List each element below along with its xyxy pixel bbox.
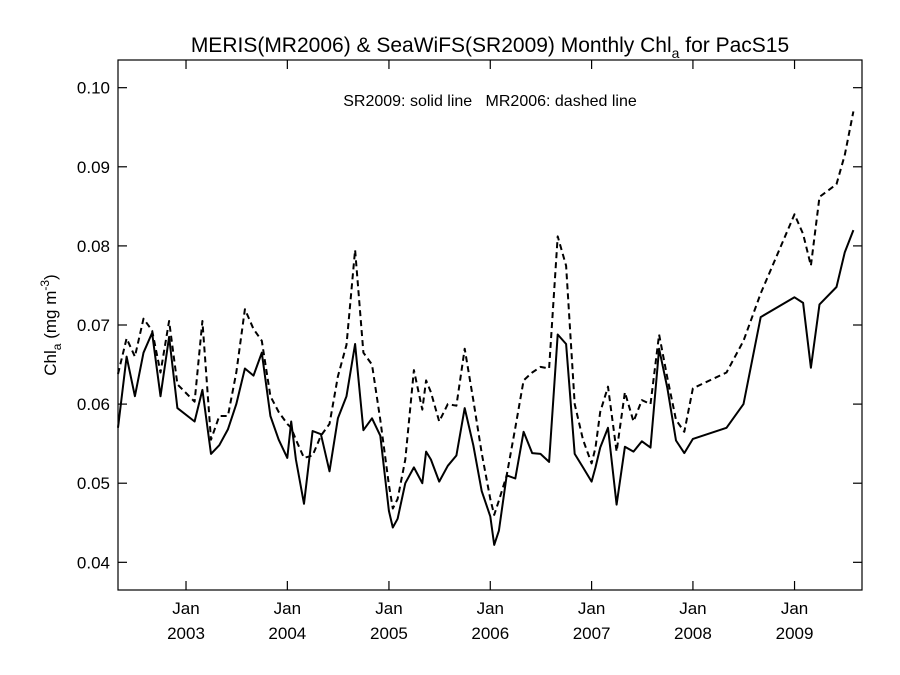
y-axis-label-sup: -3	[38, 280, 52, 291]
x-tick-label-month: Jan	[375, 599, 402, 618]
y-tick-label: 0.09	[77, 158, 110, 177]
y-axis-label: Chla (mg m-3)	[38, 274, 64, 375]
y-tick-label: 0.05	[77, 474, 110, 493]
x-tick-label-year: 2005	[370, 624, 408, 643]
x-tick-label-month: Jan	[679, 599, 706, 618]
y-tick-label: 0.08	[77, 237, 110, 256]
y-axis-label-unit-pre: (mg m	[41, 291, 60, 344]
chart-title-main: MERIS(MR2006) & SeaWiFS(SR2009) Monthly …	[191, 34, 672, 57]
x-tick-label-year: 2004	[268, 624, 306, 643]
series-line-sr2009	[117, 229, 855, 546]
x-tick-label-year: 2008	[674, 624, 712, 643]
x-tick-label-month: Jan	[274, 599, 301, 618]
x-tick-label-year: 2003	[167, 624, 205, 643]
y-axis-label-main: Chl	[41, 350, 60, 376]
x-tick-label-year: 2006	[471, 624, 509, 643]
y-axis-label-sub: a	[50, 343, 64, 350]
y-tick-label: 0.10	[77, 79, 110, 98]
chart-title: MERIS(MR2006) & SeaWiFS(SR2009) Monthly …	[191, 34, 789, 61]
y-tick-label: 0.04	[77, 553, 110, 572]
chart-title-rest: for PacS15	[679, 34, 789, 57]
x-tick-label-year: 2007	[573, 624, 611, 643]
y-tick-label: 0.06	[77, 395, 110, 414]
x-tick-label-month: Jan	[172, 599, 199, 618]
x-tick-label-month: Jan	[578, 599, 605, 618]
series-line-mr2006	[117, 111, 855, 516]
series-group	[117, 111, 855, 546]
axis-ticks: 0.04 0.05 0.06 0.07 0.08 0.09 0.10 Jan 2003 Jan 20…	[77, 60, 862, 643]
x-tick-label-year: 2009	[776, 624, 814, 643]
plot-frame	[117, 59, 863, 591]
chart-title-sub: a	[672, 45, 680, 61]
y-tick-label: 0.07	[77, 316, 110, 335]
x-tick-label-month: Jan	[781, 599, 808, 618]
x-tick-label-month: Jan	[477, 599, 504, 618]
chart-annotation: SR2009: solid line MR2006: dashed line	[343, 93, 637, 110]
y-axis-label-unit-post: )	[41, 274, 60, 280]
